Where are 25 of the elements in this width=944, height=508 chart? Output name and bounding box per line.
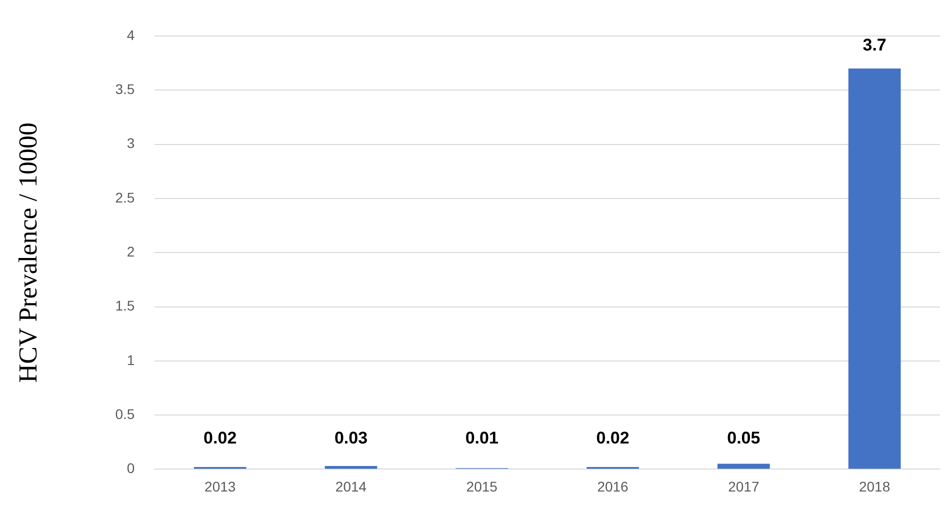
x-tick-label: 2016 <box>597 478 629 494</box>
y-tick-label: 0 <box>126 460 135 476</box>
data-label: 3.7 <box>862 36 886 55</box>
y-tick-label: 3 <box>126 135 135 152</box>
data-label: 0.05 <box>727 428 760 448</box>
x-tick-label: 2017 <box>728 478 760 494</box>
bar <box>717 464 770 469</box>
x-tick-label: 2013 <box>204 478 236 494</box>
data-label: 0.02 <box>596 428 630 448</box>
y-tick-label: 2.5 <box>115 189 135 206</box>
x-tick-label: 2018 <box>858 478 890 494</box>
y-tick-label: 4 <box>126 26 135 43</box>
data-label: 0.02 <box>204 428 237 448</box>
y-tick-label: 0.5 <box>115 406 135 422</box>
y-axis-title: HCV Prevalence / 10000 <box>13 122 42 383</box>
y-tick-label: 1 <box>126 352 135 368</box>
bar <box>324 466 378 469</box>
data-label: 0.03 <box>334 428 368 448</box>
data-label: 0.01 <box>465 428 498 448</box>
y-tick-label: 3.5 <box>115 81 135 98</box>
y-tick-label: 2 <box>126 243 135 260</box>
x-tick-label: 2014 <box>335 478 367 494</box>
y-tick-label: 1.5 <box>115 298 135 314</box>
bar <box>848 68 901 469</box>
x-tick-label: 2015 <box>466 478 498 494</box>
